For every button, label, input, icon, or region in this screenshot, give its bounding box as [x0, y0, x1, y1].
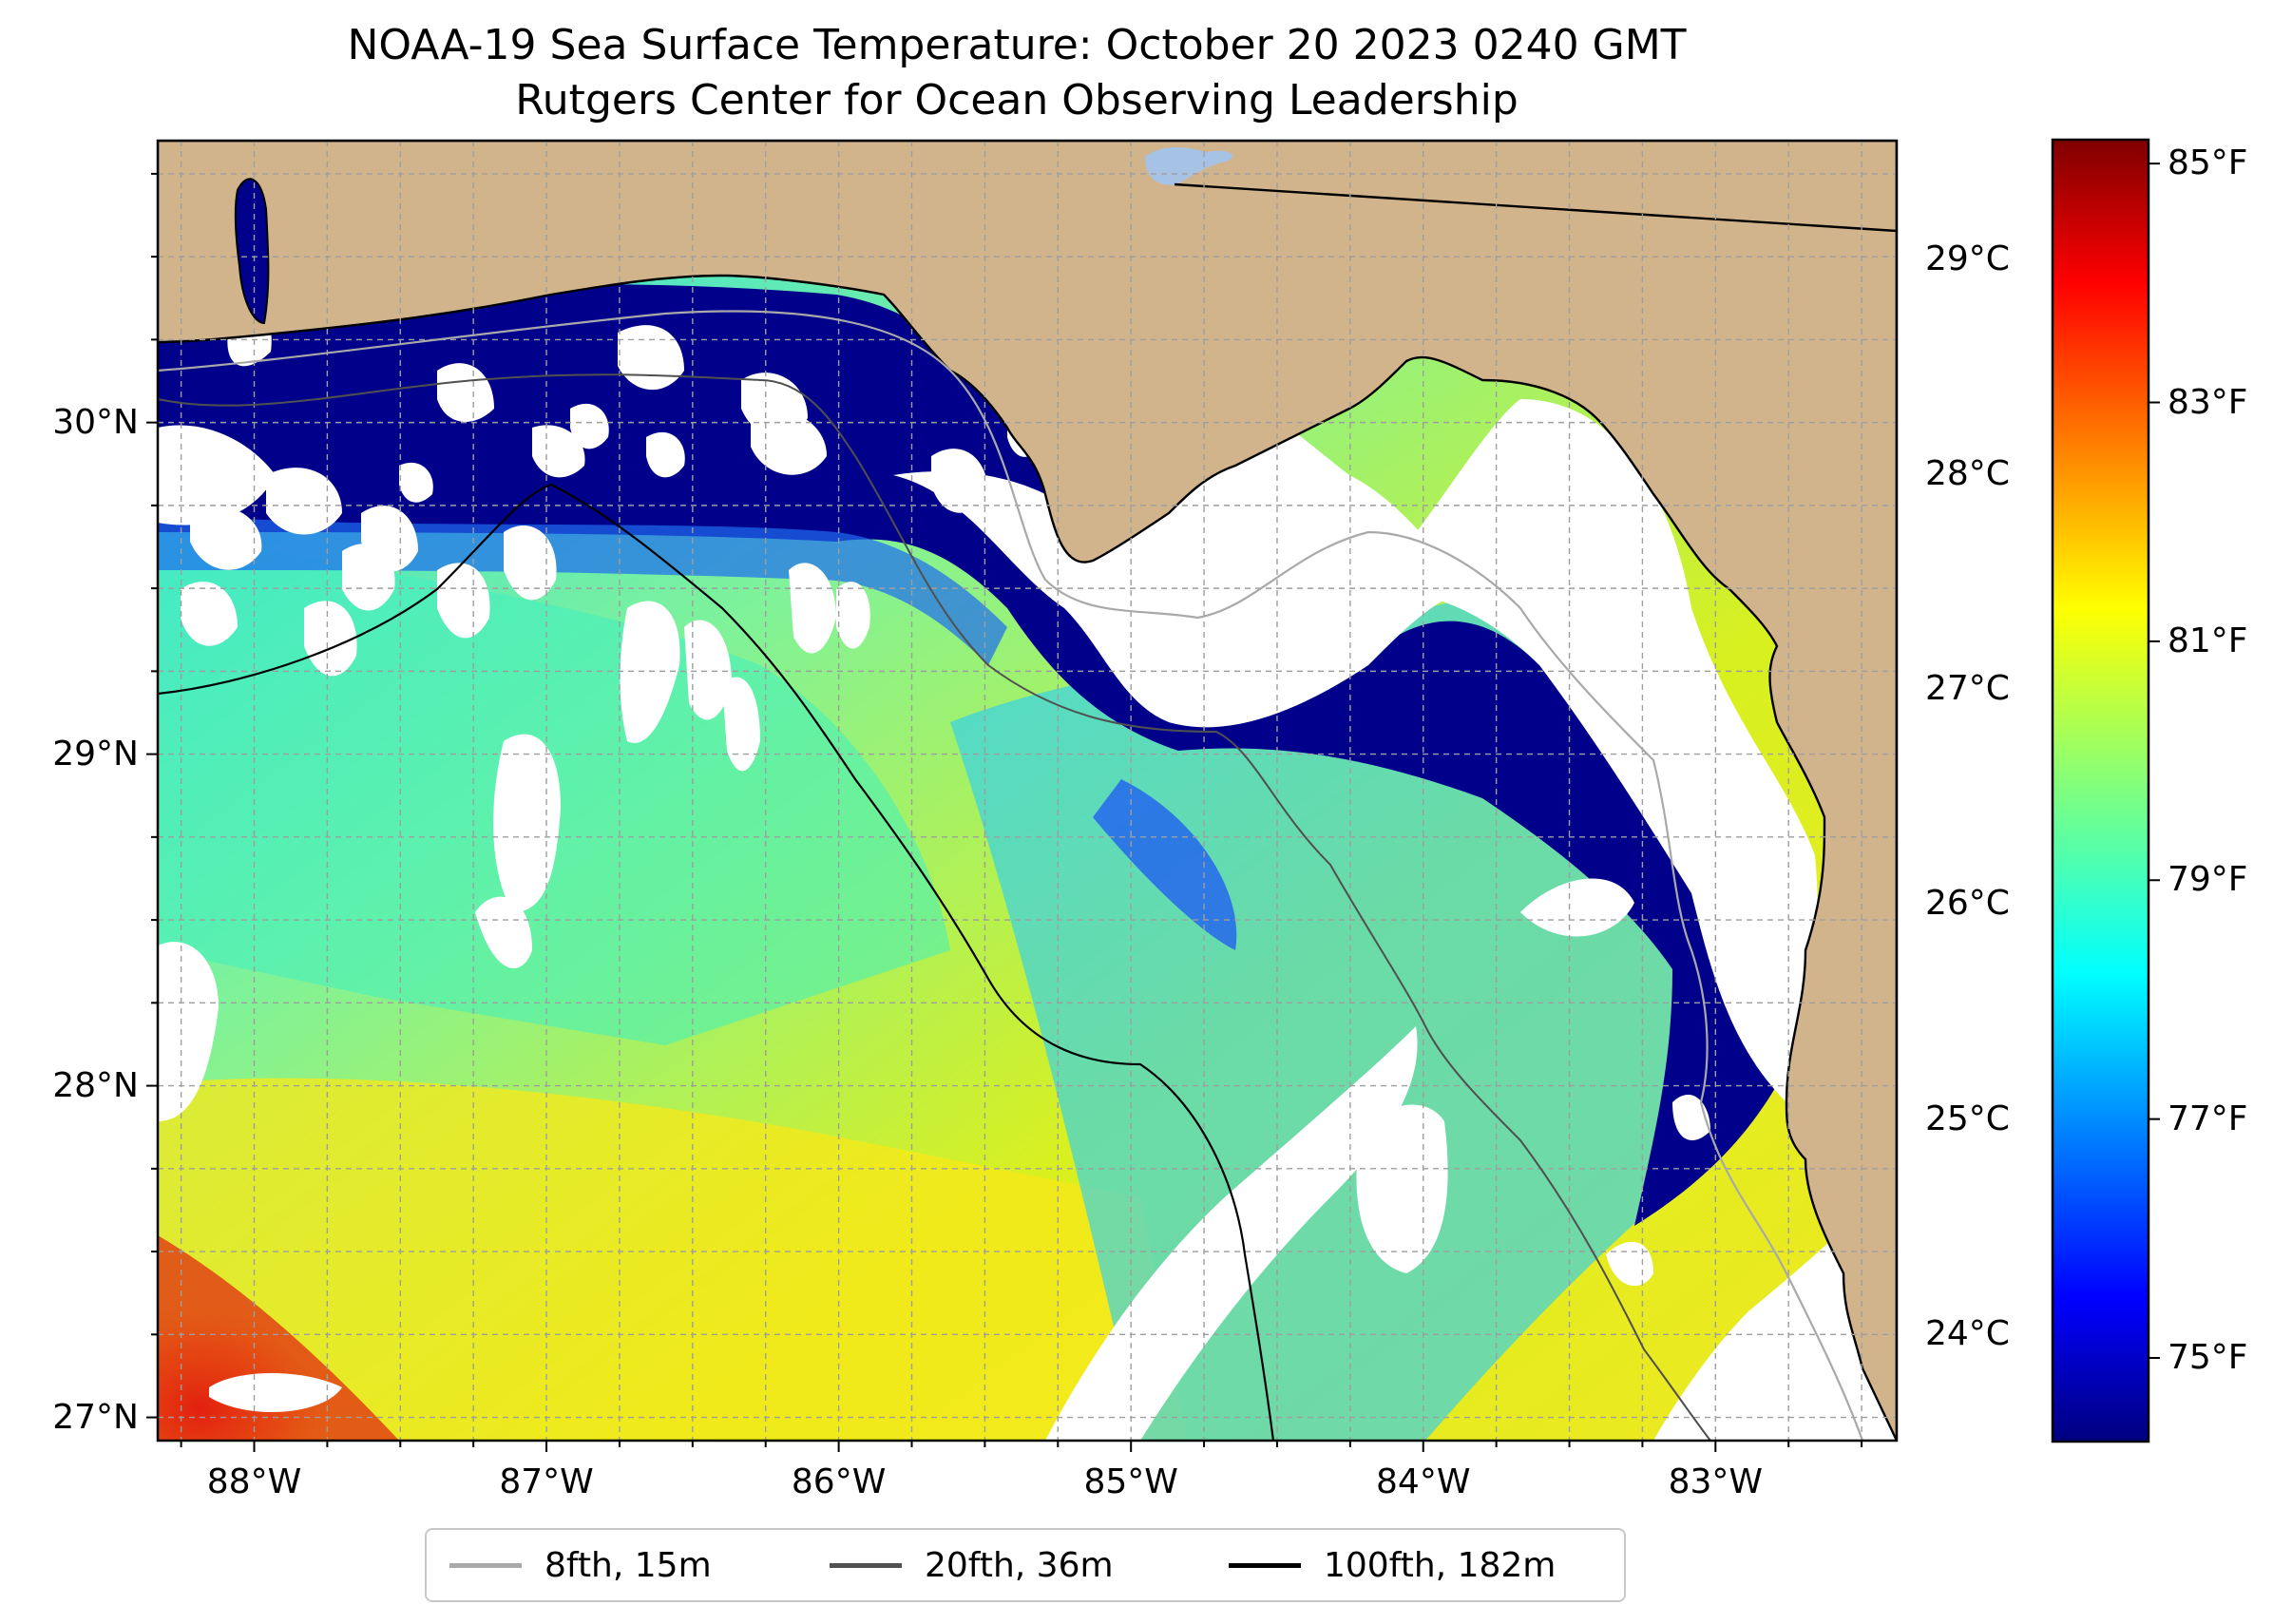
isobath-legend: 8fth, 15m 20fth, 36m 100fth, 182m — [425, 1528, 1626, 1602]
legend-item-8fth: 8fth, 15m — [449, 1530, 712, 1600]
longitude-label: 88°W — [206, 1462, 302, 1501]
legend-item-100fth: 100fth, 182m — [1229, 1530, 1556, 1600]
colorbar-ticks — [2149, 162, 2160, 1360]
longitude-label: 86°W — [791, 1462, 887, 1501]
latitude-label: 30°N — [52, 402, 139, 442]
colorbar-label-celsius: 28°C — [1925, 453, 2010, 493]
colorbar-label-celsius: 25°C — [1925, 1099, 2010, 1138]
longitude-label: 85°W — [1083, 1462, 1178, 1501]
colorbar-label-celsius: 24°C — [1925, 1313, 2010, 1353]
colorbar — [2051, 138, 2150, 1443]
colorbar-label-fahrenheit: 75°F — [2168, 1338, 2248, 1378]
legend-swatch — [449, 1562, 522, 1568]
map-frame — [156, 139, 1899, 1442]
latitude-label: 27°N — [52, 1397, 139, 1437]
legend-swatch — [1229, 1562, 1301, 1568]
isobath-8fth — [158, 310, 1864, 1441]
map-area — [158, 141, 1897, 1441]
latitude-label: 28°N — [52, 1065, 139, 1105]
isobath-20fth — [158, 373, 1711, 1441]
legend-label: 8fth, 15m — [544, 1545, 712, 1585]
colorbar-label-fahrenheit: 83°F — [2168, 382, 2248, 422]
colorbar-label-fahrenheit: 81°F — [2168, 621, 2248, 660]
longitude-label: 84°W — [1376, 1462, 1471, 1501]
legend-label: 20fth, 36m — [925, 1545, 1114, 1585]
colorbar-label-fahrenheit: 85°F — [2168, 143, 2248, 183]
colorbar-label-fahrenheit: 77°F — [2168, 1099, 2248, 1138]
legend-item-20fth: 20fth, 36m — [830, 1530, 1114, 1600]
land-mass — [158, 141, 1897, 1441]
longitude-label: 83°W — [1668, 1462, 1763, 1501]
state-border — [1174, 182, 1897, 233]
latitude-label: 29°N — [52, 734, 139, 774]
colorbar-label-celsius: 27°C — [1925, 669, 2010, 709]
sst-warm-band — [158, 1078, 1188, 1441]
mobile-bay — [234, 178, 270, 325]
sst-cold-coastal-band — [158, 284, 1805, 1227]
gridlines — [158, 141, 1897, 1441]
lake — [1145, 147, 1233, 185]
longitude-label: 87°W — [499, 1462, 594, 1501]
legend-swatch — [830, 1562, 902, 1568]
axis-ticks — [146, 172, 1863, 1452]
colorbar-label-celsius: 26°C — [1925, 884, 2010, 924]
legend-label: 100fth, 182m — [1324, 1545, 1557, 1585]
isobath-100fth — [158, 483, 1275, 1441]
colorbar-label-fahrenheit: 79°F — [2168, 860, 2248, 900]
chart-subtitle: Rutgers Center for Ocean Observing Leade… — [515, 76, 1518, 124]
chart-title: NOAA-19 Sea Surface Temperature: October… — [347, 21, 1687, 69]
sst-eddy — [1093, 779, 1237, 950]
colorbar-label-celsius: 29°C — [1925, 239, 2010, 278]
